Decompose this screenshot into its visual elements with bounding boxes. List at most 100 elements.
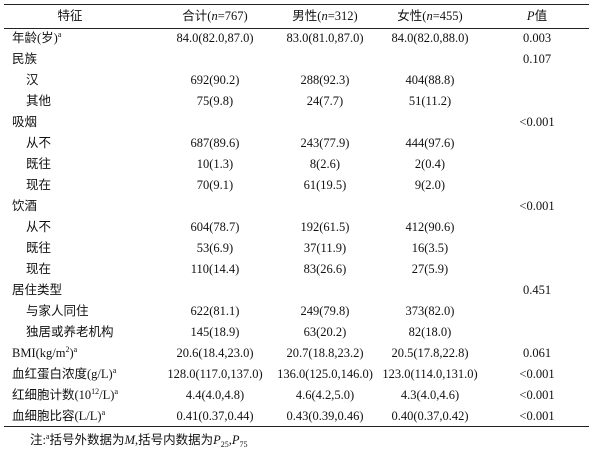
- data-cell: 243(77.9): [300, 136, 350, 150]
- text-segment: 红细胞计数(10: [12, 388, 92, 402]
- table-note: 注:a括号外数据为M,括号内数据为P25,P75: [30, 432, 248, 449]
- data-cell: 24(7.7): [306, 94, 344, 108]
- row-label: 既往: [26, 240, 51, 256]
- data-cell: <0.001: [519, 388, 555, 402]
- text-segment: 居住类型: [12, 283, 63, 297]
- data-cell: 8(2.6): [309, 157, 341, 171]
- data-cell: 136.0(125.0,146.0): [277, 367, 373, 381]
- text-segment: 2: [65, 345, 70, 354]
- text-segment: 既往: [26, 241, 52, 255]
- data-cell: 288(92.3): [300, 73, 350, 87]
- row-label: 饮酒: [12, 198, 37, 214]
- row-label: 红细胞计数(1012/L)a: [12, 387, 118, 403]
- text-segment: 现在: [26, 178, 52, 192]
- row-label: 汉: [26, 72, 39, 88]
- row-label: 血红蛋白浓度(g/L)a: [12, 366, 116, 382]
- data-cell: 20.6(18.4,23.0): [176, 346, 254, 360]
- data-cell: 404(88.8): [405, 73, 455, 87]
- text-segment: 从不: [26, 220, 52, 234]
- data-cell: 10(1.3): [196, 157, 234, 171]
- data-cell: 9(2.0): [414, 178, 446, 192]
- text-segment: 从不: [26, 136, 52, 150]
- text-segment: 饮酒: [12, 199, 38, 213]
- data-cell: <0.001: [519, 367, 555, 381]
- data-cell: 0.43(0.39,0.46): [286, 409, 364, 423]
- data-cell: 70(9.1): [196, 178, 234, 192]
- row-label: 民族: [12, 51, 37, 67]
- text-segment: n: [426, 9, 433, 23]
- row-label: 居住类型: [12, 282, 62, 298]
- data-cell: <0.001: [519, 115, 555, 129]
- text-segment: a: [112, 366, 117, 375]
- text-segment: 女性(: [397, 9, 427, 23]
- text-segment: 25: [220, 440, 229, 449]
- data-cell: 37(11.9): [303, 241, 347, 255]
- header-cell: 合计(n=767): [182, 8, 247, 24]
- row-label: 吸烟: [12, 114, 37, 130]
- text-segment: ,: [228, 433, 232, 447]
- data-cell: 0.41(0.37,0.44): [176, 409, 254, 423]
- data-cell: 373(82.0): [405, 304, 455, 318]
- data-cell: 249(79.8): [300, 304, 350, 318]
- text-segment: n: [321, 9, 328, 23]
- text-segment: P: [213, 433, 221, 447]
- text-segment: 年龄(岁): [12, 31, 58, 45]
- row-label: 独居或养老机构: [26, 324, 114, 340]
- text-segment: BMI(kg/m: [12, 346, 66, 360]
- top-rule: [4, 4, 589, 6]
- data-cell: 622(81.1): [190, 304, 240, 318]
- data-cell: 0.061: [522, 346, 552, 360]
- data-cell: 16(3.5): [411, 241, 449, 255]
- data-cell: 4.3(4.0,4.6): [400, 388, 460, 402]
- text-segment: =455): [432, 9, 463, 23]
- data-cell: 123.0(114.0,131.0): [382, 367, 478, 381]
- text-segment: 合计(: [182, 9, 212, 23]
- data-cell: 27(5.9): [411, 262, 449, 276]
- row-label: 从不: [26, 135, 51, 151]
- text-segment: /L): [99, 388, 115, 402]
- header-cell: 男性(n=312): [292, 8, 357, 24]
- data-cell: 444(97.6): [405, 136, 455, 150]
- header-cell: P值: [527, 8, 547, 24]
- data-cell: 145(18.9): [190, 325, 240, 339]
- data-cell: 604(78.7): [190, 220, 240, 234]
- data-cell: 692(90.2): [190, 73, 240, 87]
- text-segment: ,括号内数据为: [134, 433, 214, 447]
- text-segment: 民族: [12, 52, 38, 66]
- bottom-rule: [4, 426, 589, 428]
- data-cell: 75(9.8): [196, 94, 234, 108]
- text-segment: P: [526, 9, 535, 23]
- row-label: 现在: [26, 177, 51, 193]
- row-label: 既往: [26, 156, 51, 172]
- data-cell: 83(26.6): [303, 262, 347, 276]
- text-segment: 男性(: [292, 9, 322, 23]
- text-segment: a: [73, 345, 78, 354]
- data-cell: 61(19.5): [303, 178, 347, 192]
- text-segment: =312): [327, 9, 358, 23]
- data-cell: 20.7(18.8,23.2): [286, 346, 364, 360]
- row-label: BMI(kg/m2)a: [12, 345, 77, 361]
- text-segment: a: [114, 387, 119, 396]
- data-cell: 0.107: [522, 52, 552, 66]
- data-cell: 2(0.4): [414, 157, 446, 171]
- data-cell: 51(11.2): [408, 94, 452, 108]
- text-segment: 75: [239, 440, 248, 449]
- row-label: 从不: [26, 219, 51, 235]
- text-segment: 值: [534, 9, 548, 23]
- text-segment: 现在: [26, 262, 52, 276]
- header-rule: [4, 28, 589, 29]
- header-cell: 特征: [57, 8, 82, 24]
- data-cell: 63(20.2): [303, 325, 347, 339]
- data-cell: 20.5(17.8,22.8): [391, 346, 469, 360]
- text-segment: 其他: [26, 94, 52, 108]
- text-segment: 血红蛋白浓度(g/L): [12, 367, 113, 381]
- text-segment: 特征: [57, 9, 83, 23]
- data-cell: 84.0(82.0,88.0): [391, 31, 469, 45]
- data-cell: 4.6(4.2,5.0): [295, 388, 355, 402]
- text-segment: 12: [91, 387, 100, 396]
- header-cell: 女性(n=455): [397, 8, 462, 24]
- text-segment: 括号外数据为: [49, 433, 125, 447]
- text-segment: 注:: [30, 433, 46, 447]
- row-label: 血细胞比容(L/L)a: [12, 408, 105, 424]
